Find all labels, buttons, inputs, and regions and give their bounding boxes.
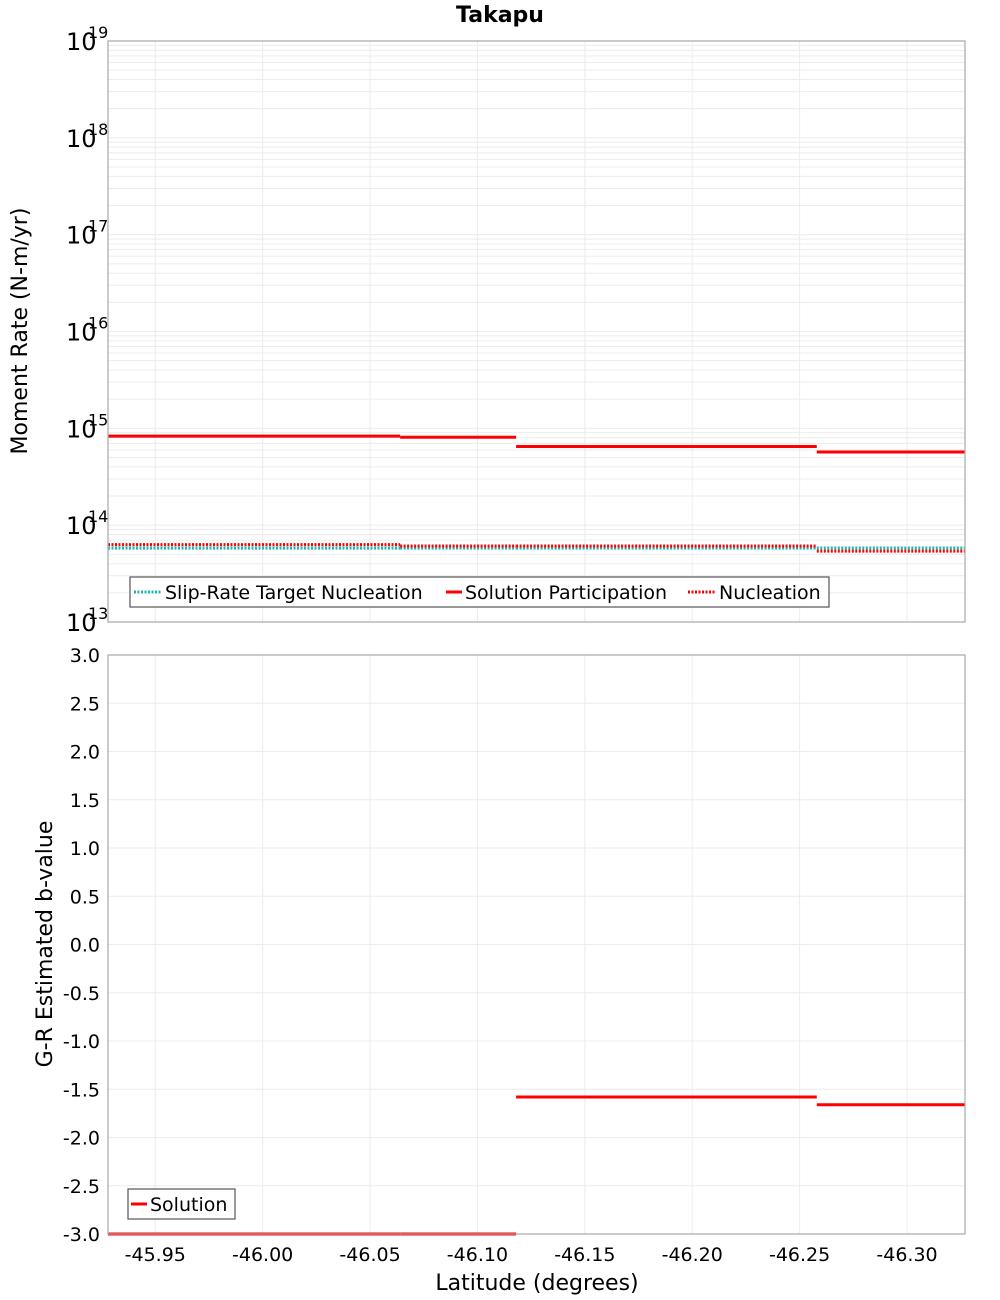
bottom-y-axis-title: G-R Estimated b-value <box>33 821 58 1068</box>
y-tick-label: 0.0 <box>70 935 100 957</box>
y-tick-label: 3.0 <box>70 645 100 667</box>
y-tick-exponent: 18 <box>88 120 108 139</box>
top-y-axis-title: Moment Rate (N-m/yr) <box>8 208 33 455</box>
x-tick-label: -46.10 <box>447 1244 508 1266</box>
moment-rate-plot: 1019101810171016101510141013 Moment Rate… <box>8 23 965 637</box>
y-tick-exponent: 13 <box>88 604 108 623</box>
bottom-y-ticks: 3.0 2.5 2.0 1.5 1.0 0.5 0.0 -0.5 -1.0 -1.5 -2.0 -2.… <box>63 645 100 1246</box>
b-value-plot: 3.0 2.5 2.0 1.5 1.0 0.5 0.0 -0.5 -1.0 -1.5 -2.0 -2.… <box>33 645 965 1296</box>
x-axis-title: Latitude (degrees) <box>435 1271 638 1296</box>
x-tick-label: -45.95 <box>125 1244 186 1266</box>
x-tick-label: -46.15 <box>554 1244 615 1266</box>
x-tick-label: -46.20 <box>662 1244 723 1266</box>
y-tick-label: 1.5 <box>70 790 100 812</box>
y-tick-exponent: 15 <box>88 410 108 429</box>
chart-canvas: Takapu 1019101810171016101510141013 Mome… <box>0 0 1000 1300</box>
top-legend: Slip-Rate Target Nucleation Solution Par… <box>130 577 829 607</box>
y-tick-exponent: 17 <box>88 217 108 236</box>
x-tick-label: -46.30 <box>876 1244 937 1266</box>
y-tick-exponent: 14 <box>88 507 108 526</box>
x-tick-label: -46.25 <box>769 1244 830 1266</box>
y-tick-label: -0.5 <box>63 983 100 1005</box>
y-tick-label: -1.5 <box>63 1079 100 1101</box>
chart-title: Takapu <box>456 3 544 28</box>
y-tick-label: 1.0 <box>70 838 100 860</box>
legend-label-solution-participation: Solution Participation <box>465 582 667 604</box>
y-tick-label: 2.5 <box>70 693 100 715</box>
y-tick-label: -2.5 <box>63 1176 100 1198</box>
x-tick-label: -46.00 <box>232 1244 293 1266</box>
x-tick-label: -46.05 <box>339 1244 400 1266</box>
top-y-ticks: 1019101810171016101510141013 <box>66 23 108 637</box>
bottom-legend: Solution <box>128 1189 235 1219</box>
y-tick-label: -1.0 <box>63 1031 100 1053</box>
legend-label-slip-rate-target: Slip-Rate Target Nucleation <box>165 582 423 604</box>
y-tick-label: 2.0 <box>70 742 100 764</box>
y-tick-exponent: 16 <box>88 314 108 333</box>
legend-label-solution: Solution <box>150 1194 227 1216</box>
y-tick-exponent: 19 <box>88 23 108 42</box>
y-tick-label: -2.0 <box>63 1128 100 1150</box>
y-tick-label: 0.5 <box>70 886 100 908</box>
legend-label-nucleation: Nucleation <box>719 582 821 604</box>
y-tick-label: -3.0 <box>63 1224 100 1246</box>
x-ticks: -45.95 -46.00 -46.05 -46.10 -46.15 -46.20 -46.… <box>125 1244 938 1266</box>
